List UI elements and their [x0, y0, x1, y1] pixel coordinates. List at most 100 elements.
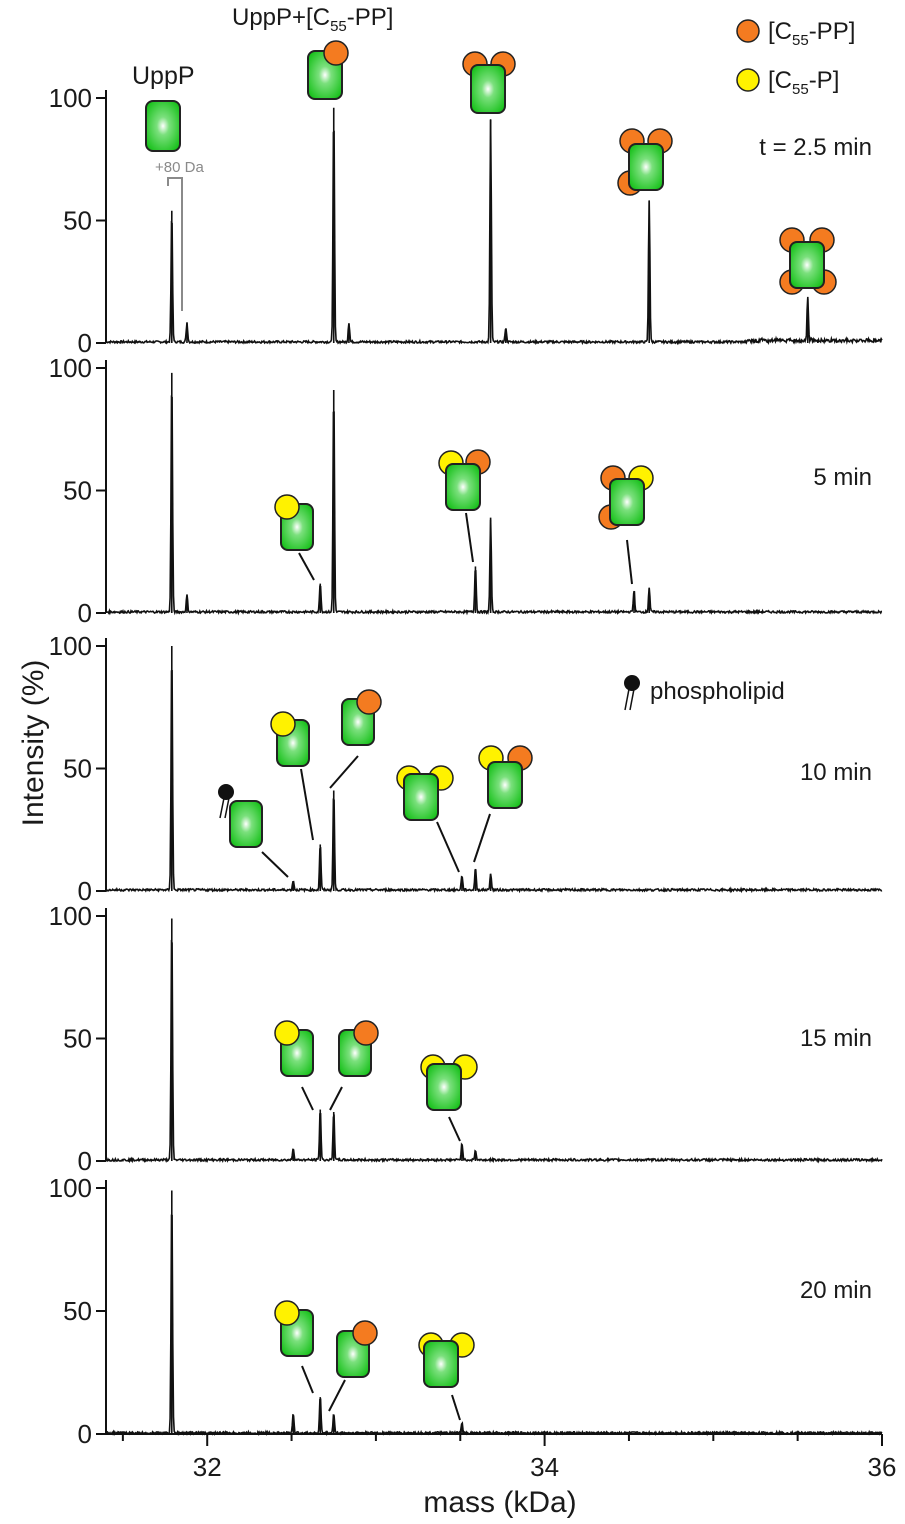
y-tick-label-100: 100 [49, 631, 92, 661]
annotation-leader [436, 821, 460, 873]
annotation-leader [329, 1086, 343, 1111]
annotation-leader [626, 539, 633, 585]
uppp-annotation: UppP [132, 62, 195, 90]
y-tick-label-100: 100 [49, 901, 92, 931]
spectrum-panel-4: 0 50 100 15 min [49, 901, 883, 1176]
protein-icon [470, 64, 506, 114]
c55pp-icon [323, 40, 349, 66]
legend-c55p-swatch [736, 68, 760, 92]
spectrum-panel-3: 0 50 100 10 min [49, 631, 883, 906]
legend-c55p-label: [C55-P] [768, 67, 839, 98]
uppp-c55pp-annotation: UppP+[C55-PP] [232, 4, 393, 35]
spectrum-trace [105, 670, 883, 894]
y-tick-label-100: 100 [49, 353, 92, 383]
phospholipid-tail [219, 797, 225, 819]
annotation-leader [451, 1394, 461, 1421]
x-tick-label-32: 32 [193, 1452, 222, 1482]
protein-body [229, 800, 263, 848]
annotation-leader [300, 768, 314, 841]
y-tick-label-50: 50 [63, 1296, 92, 1326]
annotation-leader [328, 1379, 346, 1412]
spectrum-panel-1: 0 50 100 t = 2.5 min [49, 83, 883, 358]
c55p-icon [274, 1020, 300, 1046]
legend-c55pp-swatch [736, 19, 760, 43]
y-tick-label-0: 0 [78, 1419, 92, 1449]
protein-body [470, 64, 506, 114]
phospholipid-icon [624, 675, 640, 691]
plot-area: 0 50 100 t = 2.5 min 0 50 100 5 min 0 50 100 10 min… [49, 40, 897, 1482]
phospholipid-tail-1 [624, 688, 630, 711]
spectrum-panel-2: 0 50 100 5 min [49, 353, 883, 628]
y-tick-label-100: 100 [49, 83, 92, 113]
y-tick-label-0: 0 [78, 328, 92, 358]
phospholipid-tail-2 [629, 688, 635, 711]
protein-icon [403, 773, 439, 821]
protein-icon [487, 761, 523, 809]
annotation-leader [301, 1365, 314, 1394]
y-tick-label-50: 50 [63, 476, 92, 506]
annotation-leader [261, 851, 289, 878]
phospholipid-label: phospholipid [650, 678, 785, 705]
y-tick-label-0: 0 [78, 598, 92, 628]
protein-icon [445, 463, 481, 511]
y-tick-label-100: 100 [49, 1173, 92, 1203]
annotation-leader [465, 512, 474, 563]
uppp-label: UppP [132, 62, 195, 90]
time-label: 20 min [800, 1277, 872, 1304]
c55pp-icon [353, 1020, 379, 1046]
c55p-icon [270, 711, 296, 737]
protein-icon [789, 241, 825, 289]
annotation-leader [329, 755, 359, 789]
y-tick-label-50: 50 [63, 1024, 92, 1054]
plus80-annotation: +80 Da [155, 159, 204, 311]
protein-body [423, 1340, 459, 1388]
phospholipid-tail [224, 797, 230, 819]
y-tick-label-0: 0 [78, 1146, 92, 1176]
time-label: 5 min [813, 464, 872, 491]
spectrum-trace [105, 119, 883, 346]
protein-body [628, 143, 664, 191]
protein-icon [229, 800, 263, 848]
spectrum-trace [105, 395, 883, 616]
time-label: 15 min [800, 1025, 872, 1052]
annotation-leader [448, 1116, 461, 1142]
uppp-c55pp-label: UppP+[C55-PP] [232, 4, 393, 35]
y-axis-title: Intensity (%) [17, 660, 50, 827]
c55p-icon [274, 494, 300, 520]
protein-body [403, 773, 439, 821]
protein-icon [609, 478, 645, 526]
protein-body [609, 478, 645, 526]
time-label: 10 min [800, 759, 872, 786]
y-tick-label-50: 50 [63, 754, 92, 784]
c55pp-icon [356, 689, 382, 715]
y-tick-label-0: 0 [78, 876, 92, 906]
protein-icon [426, 1063, 462, 1111]
protein-icon [628, 143, 664, 191]
protein-body [145, 100, 181, 152]
spectrum-panel-5: 0 50 100 20 min [49, 1173, 883, 1449]
legend-c55pp-label: [C55-PP] [768, 18, 855, 49]
x-tick-label-34: 34 [530, 1452, 559, 1482]
c55p-icon [274, 1300, 300, 1326]
annotation-leader [298, 552, 315, 581]
plus80-label: +80 Da [155, 159, 204, 176]
spectrum-trace [105, 1214, 883, 1437]
uppp-icon [145, 100, 181, 152]
time-label: t = 2.5 min [759, 134, 872, 161]
legend: [C55-PP] [C55-P] [736, 18, 855, 98]
protein-body [426, 1063, 462, 1111]
spectrum-trace [105, 939, 883, 1164]
protein-icon [423, 1340, 459, 1388]
x-axis-title: mass (kDa) [423, 1486, 576, 1519]
protein-body [445, 463, 481, 511]
plus80-bracket [167, 177, 183, 311]
x-tick-label-36: 36 [868, 1452, 897, 1482]
y-tick-label-50: 50 [63, 206, 92, 236]
protein-body [487, 761, 523, 809]
protein-body [789, 241, 825, 289]
phospholipid-icon [218, 784, 234, 800]
phospholipid-legend: phospholipid [624, 675, 785, 711]
annotation-leader [301, 1086, 314, 1111]
c55pp-icon [352, 1320, 378, 1346]
